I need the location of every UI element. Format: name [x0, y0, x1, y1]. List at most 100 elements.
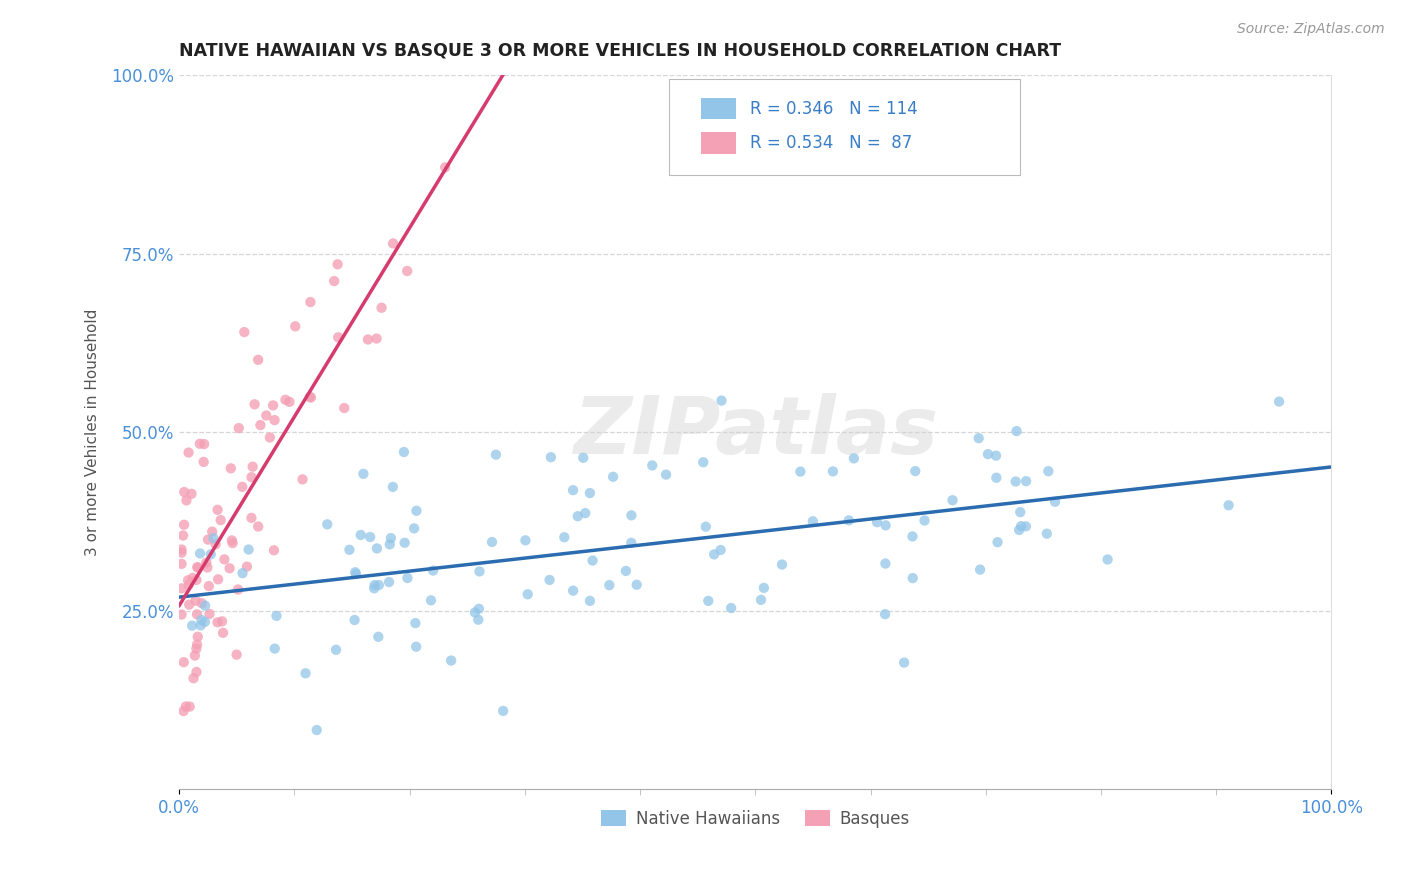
Point: [221, 533, 243, 548]
Text: Source: ZipAtlas.com: Source: ZipAtlas.com: [1237, 22, 1385, 37]
Point: [263, 413, 285, 427]
Point: [193, 455, 215, 469]
Point: [378, 537, 401, 551]
Point: [866, 515, 889, 529]
Point: [173, 704, 195, 718]
Point: [197, 533, 219, 547]
Point: [370, 301, 392, 315]
Point: [396, 571, 419, 585]
Point: [1268, 394, 1291, 409]
Point: [190, 596, 212, 610]
Point: [299, 391, 322, 405]
Point: [263, 641, 285, 656]
Point: [184, 593, 207, 607]
Point: [299, 295, 322, 310]
Point: [914, 514, 936, 528]
Point: [298, 390, 321, 404]
Point: [254, 409, 277, 423]
Point: [186, 607, 208, 622]
Point: [170, 607, 193, 622]
Point: [263, 543, 285, 558]
Point: [186, 641, 208, 656]
Point: [378, 575, 401, 590]
Point: [404, 521, 426, 535]
Point: [901, 571, 924, 585]
Point: [969, 563, 991, 577]
Point: [562, 483, 585, 497]
Point: [392, 445, 415, 459]
Point: [574, 506, 596, 520]
Point: [218, 561, 240, 575]
Point: [170, 546, 193, 560]
Point: [190, 618, 212, 632]
Point: [821, 464, 844, 478]
Point: [177, 578, 200, 592]
Point: [219, 461, 242, 475]
Point: [188, 437, 211, 451]
Point: [207, 615, 229, 630]
Point: [284, 319, 307, 334]
Point: [468, 601, 491, 615]
Point: [194, 599, 217, 613]
Point: [174, 699, 197, 714]
Point: [380, 531, 402, 545]
Point: [198, 607, 221, 621]
Point: [194, 615, 217, 629]
Point: [186, 665, 208, 679]
Point: [875, 557, 897, 571]
Point: [202, 531, 225, 545]
Point: [188, 546, 211, 560]
Text: NATIVE HAWAIIAN VS BASQUE 3 OR MORE VEHICLES IN HOUSEHOLD CORRELATION CHART: NATIVE HAWAIIAN VS BASQUE 3 OR MORE VEHI…: [180, 42, 1062, 60]
Point: [842, 451, 865, 466]
Point: [464, 606, 486, 620]
Point: [420, 593, 443, 607]
Point: [1036, 526, 1059, 541]
Point: [183, 671, 205, 685]
Point: [562, 583, 585, 598]
Point: [789, 465, 811, 479]
Point: [367, 578, 389, 592]
Point: [553, 530, 575, 544]
Point: [187, 560, 209, 574]
Point: [343, 613, 366, 627]
Point: [352, 467, 374, 481]
Point: [1008, 523, 1031, 537]
Point: [752, 581, 775, 595]
Point: [195, 556, 218, 570]
Point: [170, 557, 193, 571]
Point: [339, 542, 361, 557]
Point: [209, 513, 232, 527]
Point: [240, 511, 263, 525]
Point: [710, 543, 733, 558]
Point: [396, 264, 419, 278]
Point: [468, 565, 491, 579]
Point: [641, 458, 664, 473]
Point: [838, 513, 860, 527]
Point: [904, 464, 927, 478]
FancyBboxPatch shape: [669, 78, 1021, 175]
Point: [243, 397, 266, 411]
Point: [1218, 498, 1240, 512]
Point: [1038, 464, 1060, 478]
Point: [749, 593, 772, 607]
Point: [1004, 475, 1026, 489]
Point: [177, 445, 200, 459]
Point: [179, 699, 201, 714]
Point: [614, 564, 637, 578]
Point: [328, 330, 350, 344]
Point: [247, 352, 270, 367]
Point: [190, 613, 212, 627]
Point: [404, 616, 426, 631]
Point: [294, 666, 316, 681]
Point: [405, 504, 427, 518]
Point: [186, 638, 208, 652]
Point: [170, 582, 193, 596]
Point: [540, 450, 562, 465]
Point: [173, 517, 195, 532]
Point: [357, 333, 380, 347]
Point: [770, 558, 793, 572]
Point: [181, 571, 204, 585]
Point: [247, 519, 270, 533]
Point: [184, 648, 207, 663]
Point: [305, 723, 328, 737]
